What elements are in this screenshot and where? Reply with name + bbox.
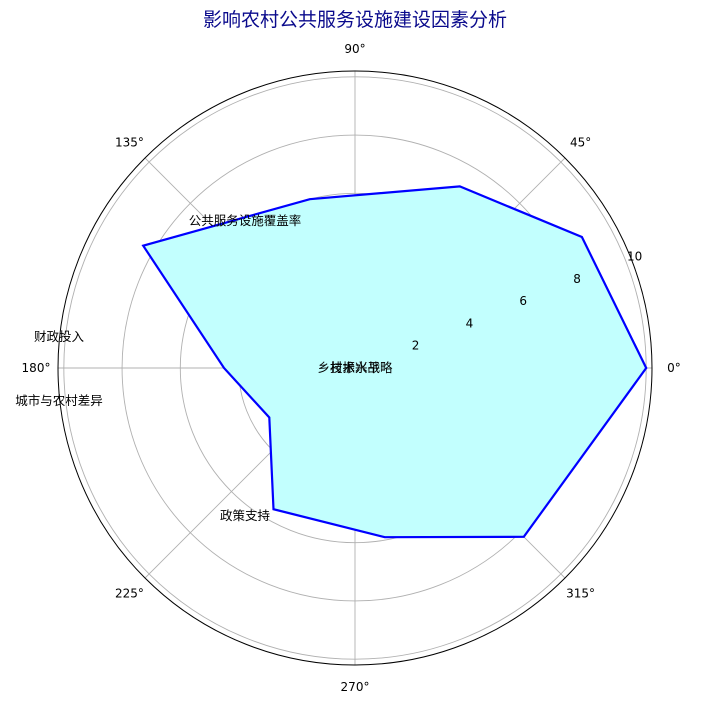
radial-tick-label-0: 2: [412, 339, 420, 353]
angle-tick-label-5: 225°: [115, 587, 144, 601]
series-polygon-0: [141, 185, 648, 539]
category-label-coverage: 公共服务设施覆盖率: [189, 213, 302, 228]
angle-tick-label-2: 90°: [344, 42, 365, 56]
angle-tick-label-0: 0°: [667, 361, 681, 375]
chart-title: 影响农村公共服务设施建设因素分析: [203, 9, 507, 31]
angle-tick-label-4: 180°: [22, 361, 51, 375]
outer-axis-circle: [57, 70, 653, 666]
angle-tick-label-1: 45°: [570, 135, 591, 149]
radial-tick-label-4: 10: [627, 250, 642, 264]
category-label-policy-support: 政策支持: [220, 508, 270, 523]
angle-tick-label-6: 270°: [341, 680, 370, 694]
radial-tick-label-1: 4: [466, 316, 474, 330]
radial-tick-labels: 2 4 6 8 10: [412, 250, 642, 353]
angle-tick-label-3: 135°: [115, 135, 144, 149]
angle-tick-label-7: 315°: [566, 587, 595, 601]
series-layer: [141, 185, 648, 539]
category-label-rural-revitalization: 乡村振兴战略: [317, 360, 393, 375]
category-labels: 公共服务设施覆盖率 财政投入 城市与农村差异 政策支持 技术水平 乡村振兴战略: [15, 213, 393, 523]
category-label-technology-level: 技术水平: [330, 360, 380, 375]
category-label-urban-rural-gap: 城市与农村差异: [15, 393, 103, 408]
category-label-fiscal-investment: 财政投入: [34, 329, 85, 344]
radial-tick-label-3: 8: [573, 272, 581, 286]
angle-tick-labels: 0° 45° 90° 135° 180° 225° 270° 315°: [22, 42, 681, 694]
radial-tick-label-2: 6: [519, 294, 527, 308]
